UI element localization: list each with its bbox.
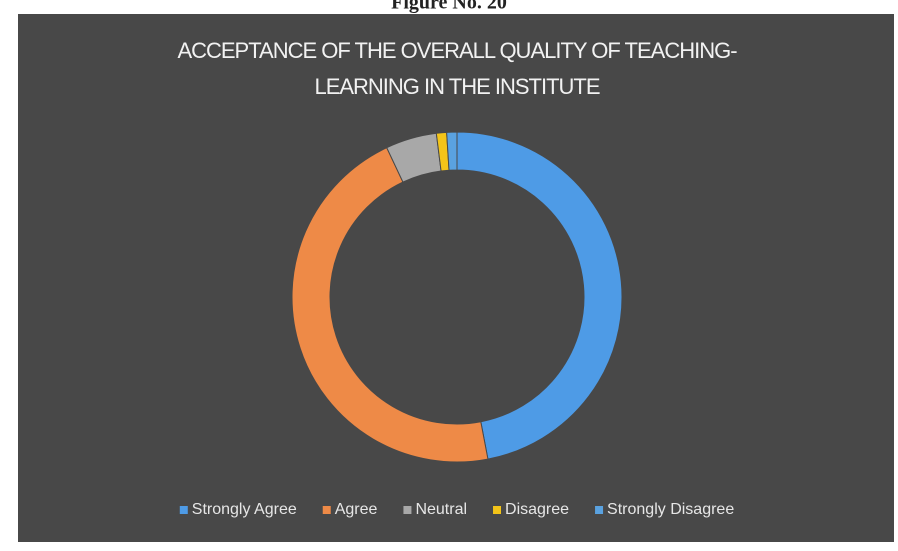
legend-label: Neutral xyxy=(415,501,467,518)
legend-label: Disagree xyxy=(505,501,569,518)
legend-marker xyxy=(595,506,604,514)
chart-title: LEARNING IN THE INSTITUTE xyxy=(314,74,599,99)
legend-label: Agree xyxy=(335,501,378,518)
legend-label: Strongly Agree xyxy=(192,501,297,518)
donut-slice xyxy=(291,147,489,463)
legend-marker xyxy=(179,506,188,514)
legend-marker xyxy=(322,506,331,514)
figure-label: Figure No. 20 xyxy=(391,0,507,14)
legend-label: Strongly Disagree xyxy=(607,501,734,518)
donut-slice xyxy=(456,131,623,460)
legend-marker xyxy=(493,506,502,514)
chart-title: ACCEPTANCE OF THE OVERALL QUALITY OF TEA… xyxy=(177,38,737,63)
donut-slice xyxy=(446,131,458,171)
legend-marker xyxy=(403,506,412,514)
